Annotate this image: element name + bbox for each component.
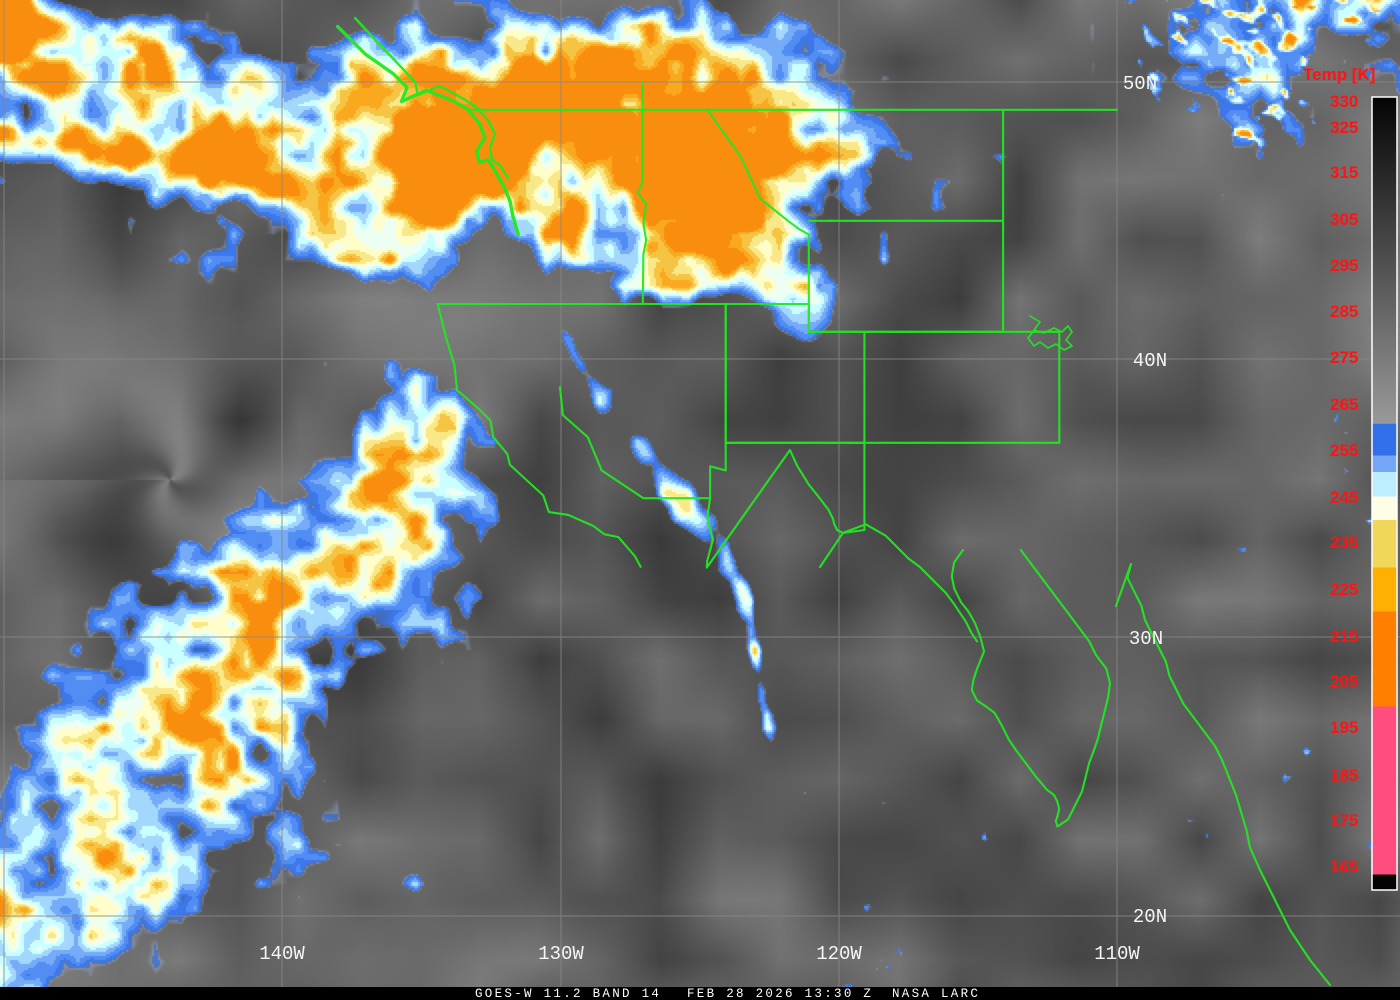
svg-text:245: 245 [1330, 488, 1358, 507]
svg-text:325: 325 [1330, 118, 1358, 137]
svg-text:NASA LARC: NASA LARC [892, 987, 980, 1000]
svg-text:130W: 130W [538, 943, 584, 965]
svg-text:110W: 110W [1094, 943, 1140, 965]
svg-text:265: 265 [1330, 395, 1358, 414]
svg-text:50N: 50N [1123, 73, 1157, 95]
svg-text:FEB 28 2026 13:30 Z: FEB 28 2026 13:30 Z [687, 987, 873, 1000]
svg-text:205: 205 [1330, 672, 1358, 691]
svg-text:40N: 40N [1133, 350, 1167, 372]
svg-text:285: 285 [1330, 302, 1358, 321]
svg-text:175: 175 [1330, 811, 1358, 830]
svg-text:195: 195 [1330, 718, 1358, 737]
svg-text:275: 275 [1330, 348, 1358, 367]
svg-text:Temp [K]: Temp [K] [1303, 65, 1375, 84]
svg-text:215: 215 [1330, 627, 1358, 646]
svg-text:120W: 120W [816, 943, 862, 965]
svg-text:315: 315 [1330, 163, 1358, 182]
svg-text:305: 305 [1330, 210, 1358, 229]
svg-text:255: 255 [1330, 441, 1358, 460]
svg-text:235: 235 [1330, 533, 1358, 552]
svg-text:225: 225 [1330, 580, 1358, 599]
svg-text:30N: 30N [1129, 628, 1163, 650]
svg-text:GOES-W 11.2 BAND 14: GOES-W 11.2 BAND 14 [475, 987, 661, 1000]
svg-text:20N: 20N [1133, 906, 1167, 928]
svg-text:295: 295 [1330, 256, 1358, 275]
svg-text:140W: 140W [259, 943, 305, 965]
svg-text:330: 330 [1330, 92, 1358, 111]
svg-text:165: 165 [1330, 857, 1358, 876]
svg-text:185: 185 [1330, 766, 1358, 785]
